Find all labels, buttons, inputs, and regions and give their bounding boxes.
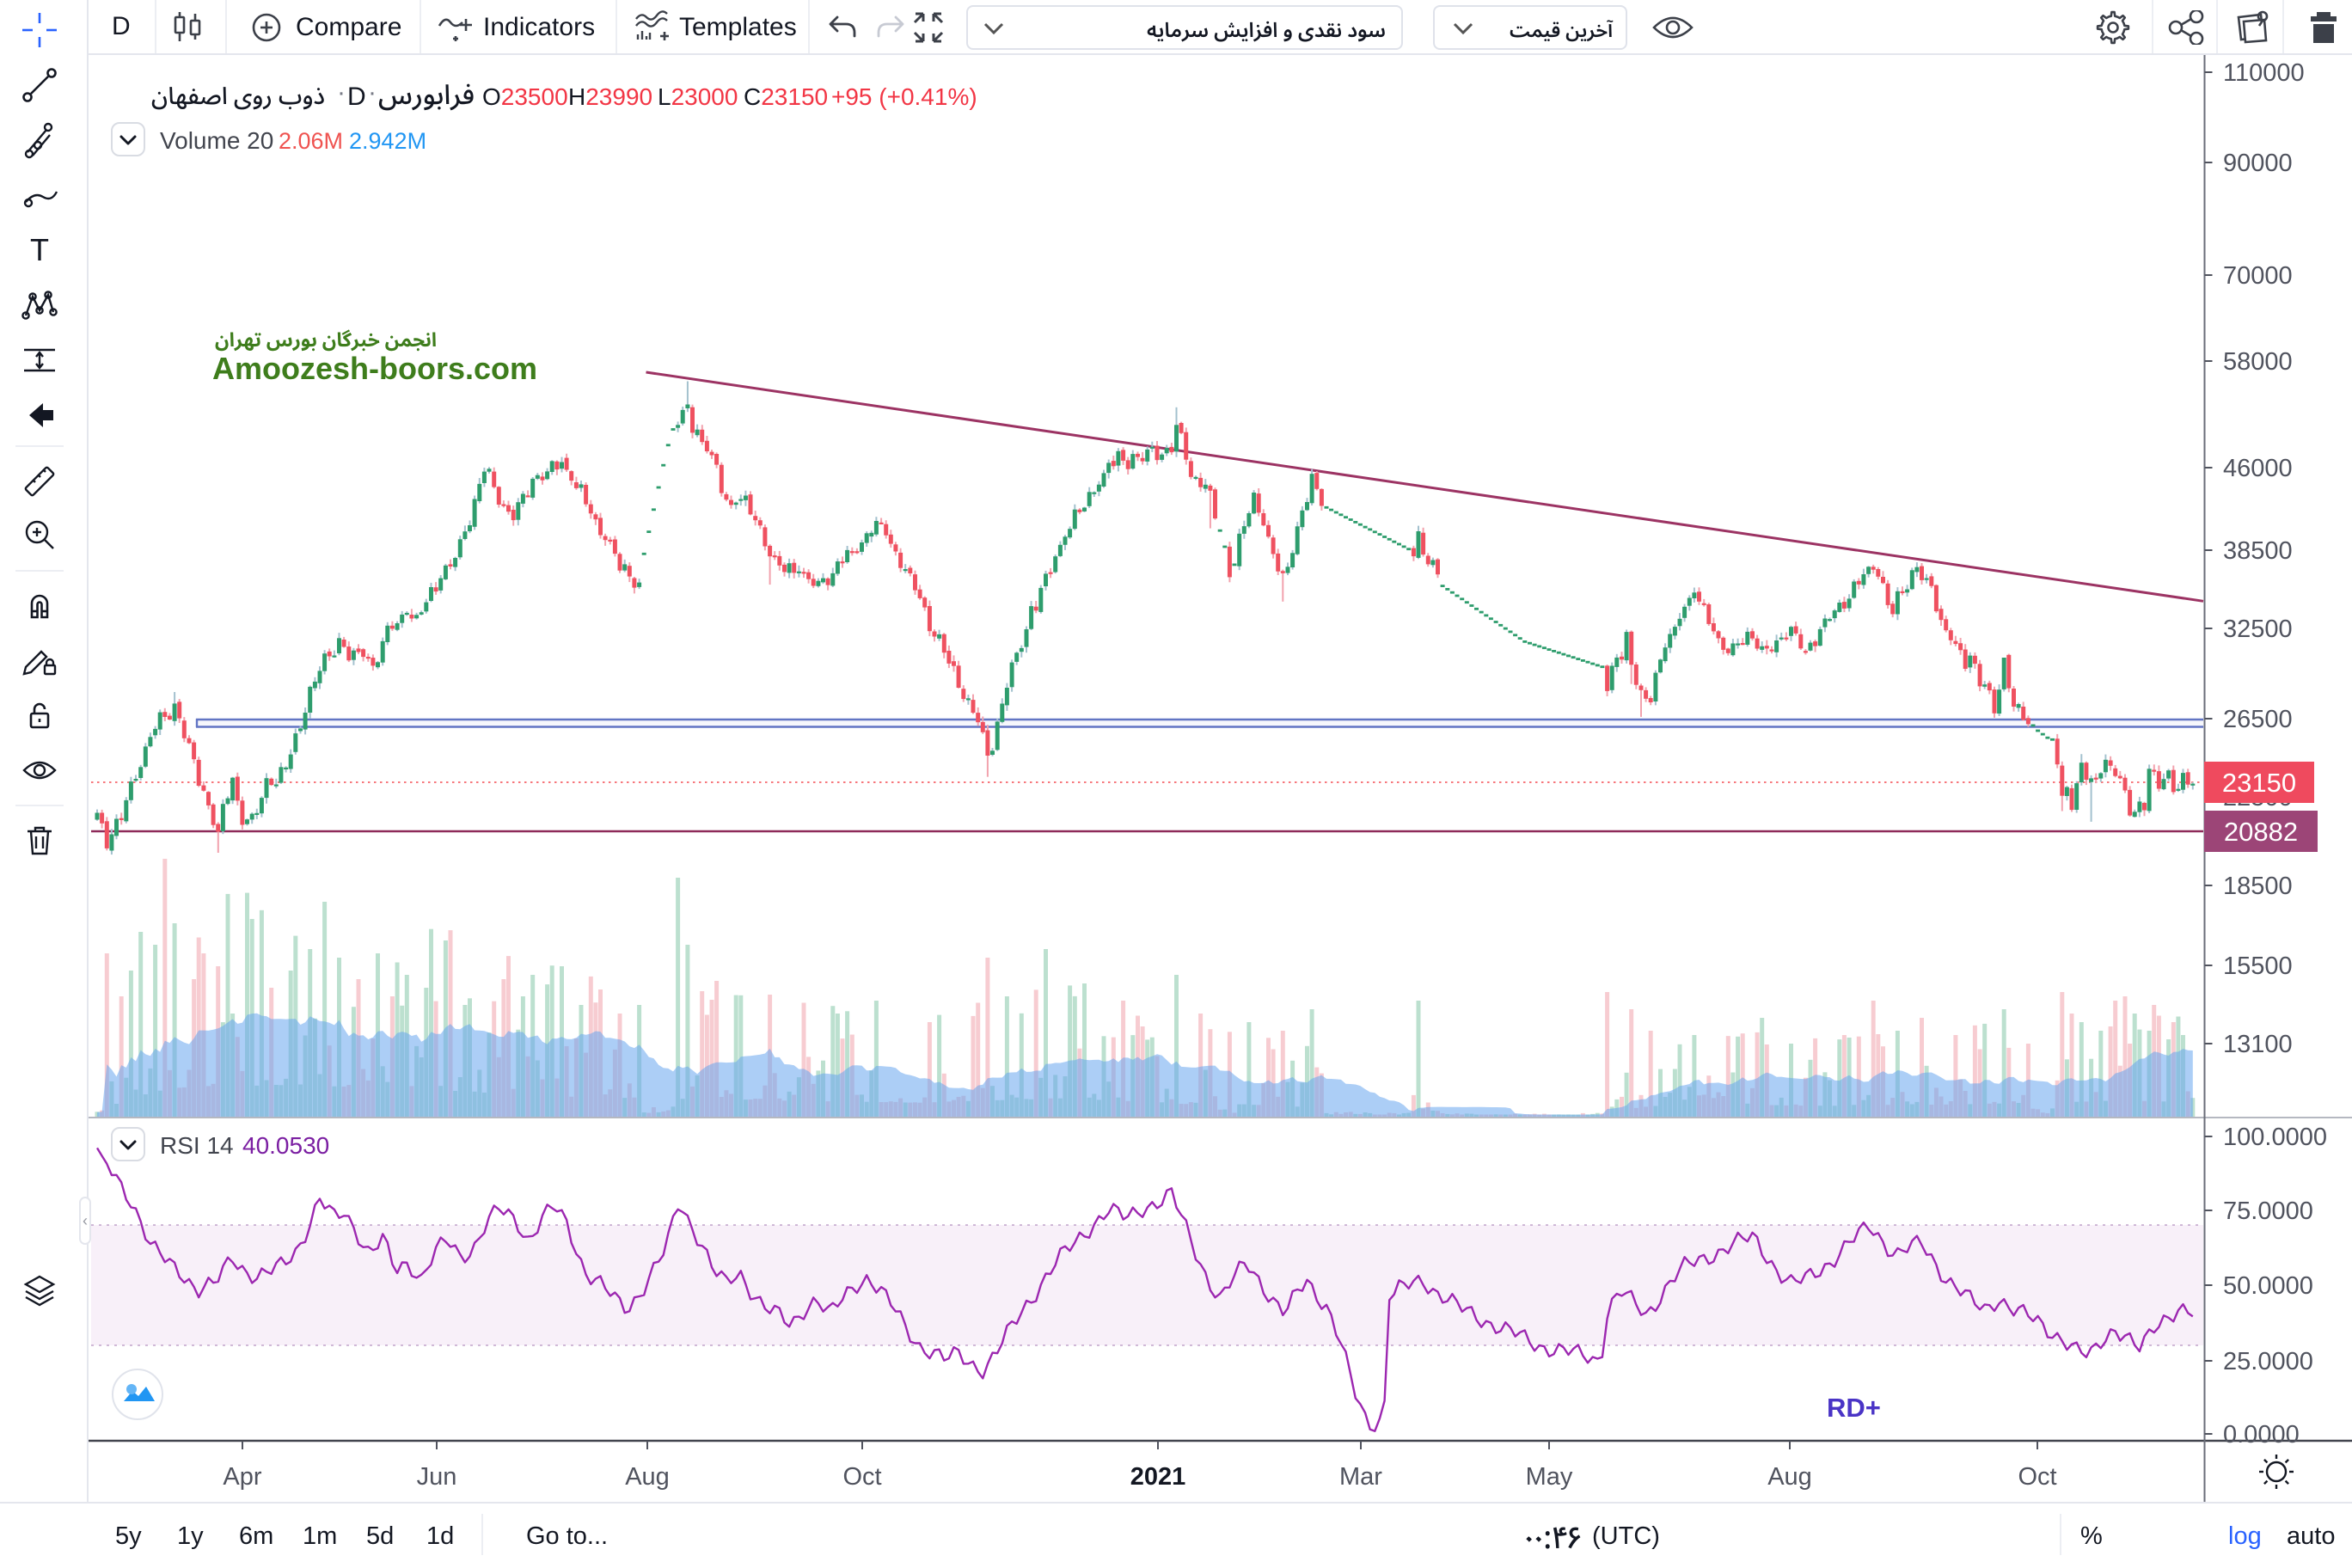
svg-text:15500: 15500 xyxy=(2223,952,2293,980)
svg-text:0.0000: 0.0000 xyxy=(2223,1421,2300,1449)
svg-text:70000: 70000 xyxy=(2223,262,2293,290)
svg-text:·: · xyxy=(368,78,377,107)
svg-text:O23500: O23500 xyxy=(482,83,568,110)
svg-text:110000: 110000 xyxy=(2223,59,2305,87)
svg-text:Aug: Aug xyxy=(1767,1463,1812,1491)
svg-text:50.0000: 50.0000 xyxy=(2223,1272,2313,1300)
svg-text:2021: 2021 xyxy=(1130,1463,1186,1491)
svg-text:Jun: Jun xyxy=(417,1463,457,1491)
svg-text:T: T xyxy=(30,232,49,267)
svg-text:Volume 20: Volume 20 xyxy=(160,127,273,154)
svg-text:RD+: RD+ xyxy=(1827,1393,1881,1423)
svg-text:H23990: H23990 xyxy=(568,83,652,110)
svg-text:100.0000: 100.0000 xyxy=(2223,1124,2327,1151)
svg-text:38500: 38500 xyxy=(2223,537,2293,565)
svg-text:46000: 46000 xyxy=(2223,455,2293,482)
svg-text:L23000: L23000 xyxy=(658,83,738,110)
svg-text:Aug: Aug xyxy=(625,1463,670,1491)
svg-text:25.0000: 25.0000 xyxy=(2223,1348,2313,1375)
svg-text:90000: 90000 xyxy=(2223,150,2293,177)
svg-text:32500: 32500 xyxy=(2223,616,2293,643)
svg-text:58000: 58000 xyxy=(2223,348,2293,376)
svg-text:13100: 13100 xyxy=(2223,1031,2293,1058)
svg-text:20882: 20882 xyxy=(2224,817,2298,847)
svg-text:D: D xyxy=(347,83,366,111)
svg-text:2.942M: 2.942M xyxy=(349,128,426,154)
svg-text:Apr: Apr xyxy=(223,1463,261,1491)
svg-text:Amoozesh-boors.com: Amoozesh-boors.com xyxy=(212,351,537,386)
svg-text:Oct: Oct xyxy=(2018,1463,2056,1491)
svg-text:May: May xyxy=(1526,1463,1573,1491)
svg-text:40.0530: 40.0530 xyxy=(242,1132,329,1159)
svg-text:RSI 14: RSI 14 xyxy=(160,1132,234,1159)
svg-text:18500: 18500 xyxy=(2223,873,2293,900)
svg-text:+95 (+0.41%): +95 (+0.41%) xyxy=(831,83,977,110)
svg-text:75.0000: 75.0000 xyxy=(2223,1197,2313,1225)
svg-text:·: · xyxy=(337,78,346,107)
svg-text:23150: 23150 xyxy=(2222,768,2296,798)
svg-text:26500: 26500 xyxy=(2223,706,2293,733)
svg-text:2.06M: 2.06M xyxy=(279,128,343,154)
svg-text:Oct: Oct xyxy=(842,1463,881,1491)
svg-text:C23150: C23150 xyxy=(744,83,828,110)
svg-text:Mar: Mar xyxy=(1339,1463,1382,1491)
